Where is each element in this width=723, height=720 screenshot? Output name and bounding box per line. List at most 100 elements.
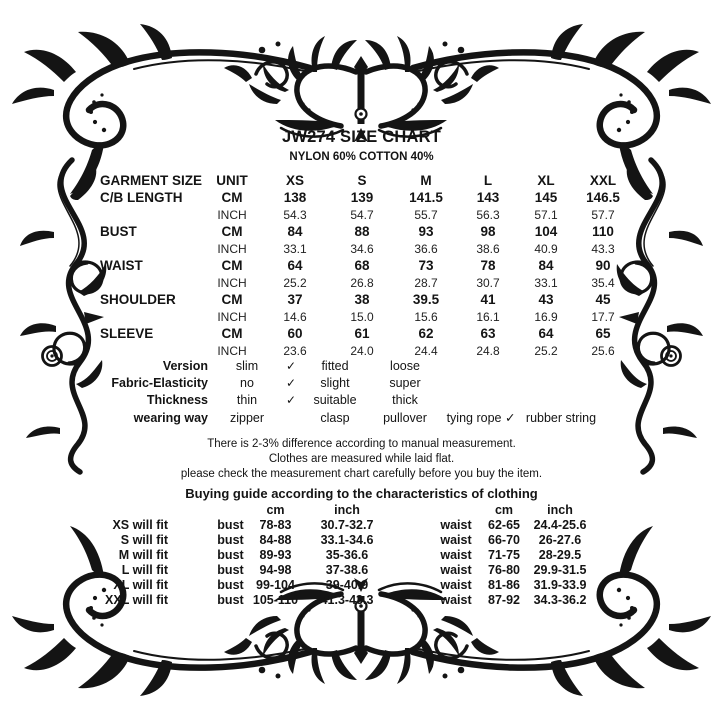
attr-option: fitted: [321, 358, 349, 373]
value-cell: 78: [480, 258, 496, 273]
value-cell: 45: [595, 292, 611, 307]
attr-option: rubber string: [525, 410, 597, 425]
attr-row-thickness: Thickness thin ✓ suitable thick: [98, 392, 612, 409]
waist-cm: 71-75: [488, 547, 520, 562]
value-cell: 16.1: [476, 309, 500, 324]
bust-cm: 94-98: [259, 562, 292, 577]
attr-option: no: [240, 376, 254, 391]
value-cell: 63: [480, 326, 496, 341]
waist-inch: 26-27.6: [538, 532, 582, 547]
bust-inch: 37-38.6: [325, 562, 369, 577]
col-header-unit: UNIT: [216, 173, 248, 188]
col-header-xl: XL: [537, 173, 555, 188]
value-cell: 38: [354, 292, 370, 307]
value-cell: 143: [476, 190, 500, 205]
col-header-m: M: [420, 173, 432, 188]
value-cell: 24.0: [350, 343, 374, 358]
value-cell: 146.5: [586, 190, 620, 205]
value-cell: 138: [283, 190, 307, 205]
value-cell: 15.6: [414, 309, 438, 324]
vine-left: [20, 160, 106, 472]
flourish-top-left: [12, 24, 310, 194]
value-cell: 93: [418, 224, 434, 239]
row-label: C/B LENGTH: [100, 190, 183, 205]
value-cell: 60: [287, 326, 303, 341]
unit-cell: INCH: [217, 309, 247, 324]
waist-inch: 31.9-33.9: [533, 577, 587, 592]
note-line: There is 2-3% difference according to ma…: [207, 438, 516, 450]
bust-label: bust: [217, 532, 244, 547]
checkmark: ✓: [285, 358, 297, 373]
unit-cell: INCH: [217, 207, 247, 222]
value-cell: 65: [595, 326, 611, 341]
bust-label: bust: [217, 547, 244, 562]
attr-option: suitable: [313, 393, 357, 408]
unit-cell: CM: [221, 258, 243, 273]
unit-cell: INCH: [217, 241, 247, 256]
attr-option: super: [389, 376, 421, 391]
table-row-shoulder-inch: INCH 14.6 15.0 15.6 16.1 16.9 17.7: [98, 308, 632, 325]
unit-cell: INCH: [217, 343, 247, 358]
value-cell: 36.6: [414, 241, 438, 256]
bust-label: bust: [217, 592, 244, 607]
guide-header-inch-left: inch: [334, 502, 360, 517]
value-cell: 34.6: [350, 241, 374, 256]
value-cell: 54.7: [350, 207, 374, 222]
guide-row-xxl: XXL will fit bust 105-110 41.3-43.3 wais…: [98, 592, 628, 607]
attr-label: wearing way: [133, 410, 208, 425]
waist-cm: 81-86: [488, 577, 520, 592]
attr-row-version: Version slim ✓ fitted loose: [98, 357, 612, 374]
bust-cm: 105-110: [252, 592, 299, 607]
waist-inch: 34.3-36.2: [533, 592, 587, 607]
bust-inch: 41.3-43.3: [320, 592, 374, 607]
value-cell: 139: [350, 190, 374, 205]
guide-size-label: M will fit: [118, 547, 168, 562]
attr-option: slim: [235, 358, 259, 373]
value-cell: 28.7: [414, 275, 438, 290]
unit-cell: CM: [221, 326, 243, 341]
note-line: please check the measurement chart caref…: [180, 468, 543, 480]
value-cell: 26.8: [350, 275, 374, 290]
guide-row-xs: XS will fit bust 78-83 30.7-32.7 waist 6…: [98, 517, 628, 532]
guide-size-label: XL will fit: [113, 577, 168, 592]
row-label: SHOULDER: [100, 292, 176, 307]
attr-option: thin: [236, 393, 258, 408]
checkmark: ✓: [285, 376, 297, 391]
attr-label: Version: [162, 358, 208, 373]
bust-cm: 99-104: [256, 577, 295, 592]
waist-label: waist: [440, 517, 472, 532]
table-row-shoulder-cm: SHOULDER CM 37 38 39.5 41 43 45: [98, 291, 632, 308]
attr-label: Fabric-Elasticity: [111, 376, 208, 391]
row-label: SLEEVE: [100, 326, 154, 341]
unit-cell: CM: [221, 224, 243, 239]
buying-guide-table: cm inch cm inch XS will fit bust 78-83 3…: [98, 502, 628, 607]
row-label: BUST: [100, 224, 137, 239]
attr-option: thick: [392, 393, 418, 408]
col-header-garment-size: GARMENT SIZE: [100, 173, 203, 188]
attr-option: clasp: [320, 410, 350, 425]
unit-cell: CM: [221, 292, 243, 307]
checkmark: ✓: [285, 393, 297, 408]
value-cell: 62: [418, 326, 434, 341]
waist-cm: 62-65: [488, 517, 520, 532]
table-row-cb-length-inch: INCH 54.3 54.7 55.7 56.3 57.1 57.7: [98, 206, 632, 223]
value-cell: 110: [592, 224, 614, 239]
value-cell: 23.6: [283, 343, 307, 358]
attr-row-elasticity: Fabric-Elasticity no ✓ slight super: [98, 374, 612, 391]
attributes-table: Version slim ✓ fitted loose Fabric-Elast…: [98, 357, 612, 427]
table-row-cb-length-cm: C/B LENGTH CM 138 139 141.5 143 145 146.…: [98, 189, 632, 206]
table-row-waist-inch: INCH 25.2 26.8 28.7 30.7 33.1 35.4: [98, 274, 632, 291]
table-row-bust-inch: INCH 33.1 34.6 36.6 38.6 40.9 43.3: [98, 240, 632, 257]
value-cell: 33.1: [283, 241, 307, 256]
value-cell: 14.6: [283, 309, 307, 324]
flourish-top-right: [413, 24, 711, 194]
bust-cm: 78-83: [259, 517, 292, 532]
value-cell: 40.9: [534, 241, 558, 256]
value-cell: 55.7: [414, 207, 438, 222]
value-cell: 24.4: [414, 343, 438, 358]
guide-size-label: XS will fit: [112, 517, 168, 532]
guide-row-s: S will fit bust 84-88 33.1-34.6 waist 66…: [98, 532, 628, 547]
value-cell: 25.6: [591, 343, 615, 358]
unit-cell: CM: [221, 190, 243, 205]
value-cell: 56.3: [476, 207, 500, 222]
